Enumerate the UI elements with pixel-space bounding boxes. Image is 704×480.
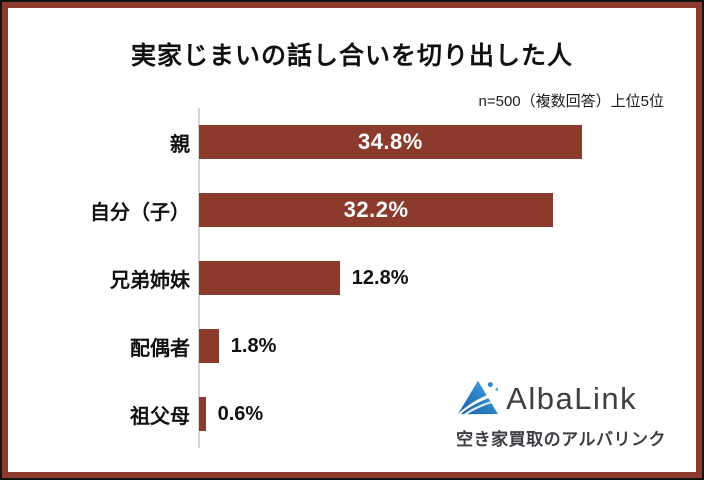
bar-track: 0.6% <box>199 397 639 431</box>
bar-row: 兄弟姉妹 12.8% <box>8 244 696 312</box>
bar-row: 自分（子） 32.2% <box>8 176 696 244</box>
logo-tagline: 空き家買取のアルバリンク <box>456 430 666 449</box>
category-label: 自分（子） <box>90 201 190 224</box>
bar-track: 34.8% <box>199 125 639 159</box>
bar: 34.8% <box>199 125 582 159</box>
logo-row: AlbaLink <box>456 376 637 421</box>
bar-row: 祖父母 0.6% <box>8 380 696 448</box>
bar-track: 12.8% <box>199 261 639 295</box>
bar-track: 32.2% <box>199 193 639 227</box>
value-label: 1.8% <box>230 334 277 357</box>
category-label: 兄弟姉妹 <box>110 269 190 292</box>
bar <box>199 261 340 295</box>
bar-row: 親 34.8% <box>8 108 696 176</box>
chart-canvas: 実家じまいの話し合いを切り出した人 n=500（複数回答）上位5位 親 34.8%… <box>8 8 696 472</box>
bar <box>199 397 206 431</box>
value-label: 0.6% <box>217 402 264 425</box>
bar-chart: 親 34.8% 自分（子） 32.2% 兄弟姉妹 12.8% 配偶者 1.8% 祖父母 0.6% <box>8 108 696 448</box>
category-label: 祖父母 <box>130 405 190 428</box>
bar: 32.2% <box>199 193 554 227</box>
logo-wordmark: AlbaLink <box>506 381 638 416</box>
chart-title: 実家じまいの話し合いを切り出した人 <box>130 42 573 70</box>
value-label: 12.8% <box>351 266 409 289</box>
albalink-logo: AlbaLink 空き家買取のアルバリンク <box>456 376 666 450</box>
category-label: 配偶者 <box>130 337 190 360</box>
value-label: 34.8% <box>357 129 423 154</box>
value-label: 32.2% <box>343 197 409 222</box>
category-label: 親 <box>170 133 190 156</box>
bar <box>199 329 219 363</box>
sample-size-note: n=500（複数回答）上位5位 <box>478 93 664 110</box>
bar-track: 1.8% <box>199 329 639 363</box>
bar-row: 配偶者 1.8% <box>8 312 696 380</box>
mountain-triangle-icon <box>456 376 499 421</box>
